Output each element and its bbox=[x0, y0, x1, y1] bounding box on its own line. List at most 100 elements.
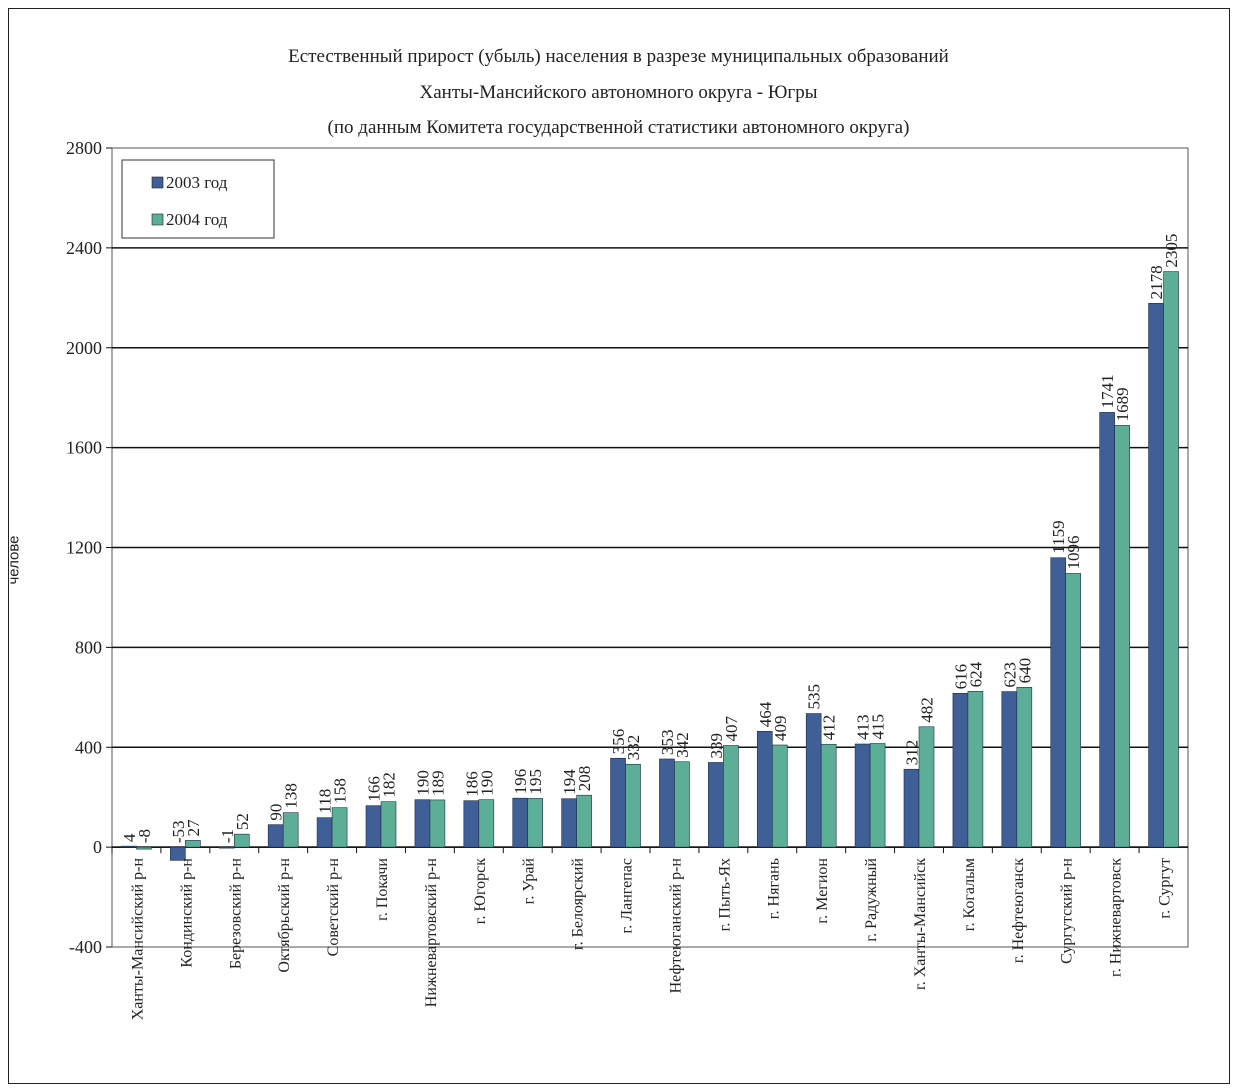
y-tick-label: -400 bbox=[69, 937, 102, 957]
legend-swatch bbox=[151, 213, 164, 226]
data-label: 190 bbox=[413, 770, 432, 796]
category-label: г. Нефтеюганск bbox=[1010, 858, 1027, 963]
bar bbox=[952, 693, 969, 848]
bar bbox=[1114, 425, 1130, 848]
category-label: г. Покачи bbox=[374, 858, 391, 921]
data-label: 312 bbox=[903, 740, 922, 766]
data-label: 535 bbox=[805, 684, 824, 710]
data-label: 623 bbox=[1000, 662, 1019, 687]
chart-title-line-1: Естественный прирост (убыль) населения в… bbox=[288, 46, 949, 67]
bar bbox=[854, 743, 871, 848]
data-label: 52 bbox=[233, 813, 252, 830]
category-label: Березовский р-н bbox=[227, 858, 244, 970]
data-label: 407 bbox=[722, 716, 741, 742]
legend-label: 2004 год bbox=[166, 210, 228, 229]
data-label: 118 bbox=[316, 789, 335, 814]
bar bbox=[625, 763, 641, 848]
bar bbox=[365, 805, 382, 848]
bar bbox=[267, 824, 284, 848]
data-label: 158 bbox=[331, 778, 350, 804]
bar bbox=[576, 794, 592, 848]
bar bbox=[121, 845, 137, 848]
bar bbox=[429, 799, 446, 848]
bar bbox=[316, 817, 333, 848]
data-label: 415 bbox=[869, 714, 888, 740]
data-label: 332 bbox=[624, 735, 643, 761]
data-label: 166 bbox=[365, 776, 384, 802]
y-tick-label: 800 bbox=[75, 637, 102, 657]
data-label: 413 bbox=[854, 715, 873, 741]
data-label: 1689 bbox=[1113, 387, 1132, 421]
bar bbox=[771, 744, 788, 848]
y-tick-label: 2800 bbox=[66, 138, 102, 158]
data-label: 138 bbox=[282, 783, 301, 809]
bar bbox=[1001, 691, 1018, 848]
data-label: 624 bbox=[966, 661, 985, 687]
category-label: Нефтеюганский р-н bbox=[667, 858, 684, 994]
data-label: 4 bbox=[120, 833, 139, 842]
category-label: Сургутский р-н bbox=[1059, 858, 1076, 964]
category-label: Нижневартовский р-н bbox=[423, 858, 440, 1008]
category-label: г. Сургут bbox=[1157, 858, 1174, 919]
data-label: 208 bbox=[575, 766, 594, 792]
bar bbox=[723, 745, 739, 848]
chart-title-line-2: Ханты-Мансийского автономного округа - Ю… bbox=[419, 82, 818, 103]
bar bbox=[610, 757, 626, 848]
bar bbox=[1065, 573, 1082, 848]
data-label: 482 bbox=[918, 697, 937, 723]
category-label: Ханты-Мансийский р-н bbox=[129, 858, 146, 1021]
bar bbox=[185, 840, 201, 848]
y-tick-label: 1600 bbox=[66, 438, 102, 458]
category-label: г. Нягань bbox=[765, 858, 782, 919]
data-label: 412 bbox=[820, 715, 839, 741]
data-label: 182 bbox=[380, 772, 399, 798]
bar bbox=[708, 762, 724, 848]
data-label: -1 bbox=[218, 829, 237, 843]
y-tick-label: 0 bbox=[93, 837, 102, 857]
category-label: г. Белоярский bbox=[570, 858, 587, 951]
bar bbox=[463, 800, 480, 848]
bar bbox=[218, 846, 235, 849]
data-label: 409 bbox=[771, 716, 790, 742]
data-label: 190 bbox=[477, 770, 496, 796]
category-label: г. Когалым bbox=[961, 858, 978, 931]
bar bbox=[1163, 271, 1179, 848]
bar bbox=[414, 799, 431, 848]
y-tick-label: 2400 bbox=[66, 238, 102, 258]
data-label: 27 bbox=[184, 819, 203, 837]
bar bbox=[331, 807, 348, 848]
category-label: Советский р-н bbox=[325, 858, 342, 957]
bar bbox=[674, 761, 690, 848]
data-label: -8 bbox=[135, 829, 154, 843]
bar bbox=[527, 798, 544, 848]
bar bbox=[756, 730, 773, 848]
data-label: 2178 bbox=[1147, 265, 1166, 299]
bar bbox=[1050, 557, 1067, 848]
data-label: 1159 bbox=[1049, 520, 1068, 553]
bar bbox=[282, 812, 299, 848]
data-label: 616 bbox=[951, 664, 970, 690]
data-label: 464 bbox=[756, 701, 775, 727]
data-label: 196 bbox=[511, 769, 530, 795]
category-label: г. Югорск bbox=[472, 858, 489, 924]
data-label: -53 bbox=[169, 820, 188, 843]
bar bbox=[561, 798, 577, 848]
chart-frame bbox=[8, 8, 1230, 1084]
bar bbox=[1148, 303, 1164, 848]
category-label: г. Мегион bbox=[814, 858, 831, 924]
data-label: 189 bbox=[428, 770, 447, 796]
bar bbox=[136, 846, 152, 850]
data-label: 194 bbox=[560, 769, 579, 795]
bar bbox=[918, 726, 935, 848]
bar bbox=[967, 691, 984, 848]
bar bbox=[1016, 687, 1033, 848]
chart-title-line-3: (по данным Комитета государственной стат… bbox=[327, 117, 910, 138]
bar bbox=[478, 799, 495, 848]
category-label: Кондинский р-н bbox=[178, 858, 195, 968]
data-label: 186 bbox=[462, 771, 481, 797]
data-label: 342 bbox=[673, 732, 692, 758]
category-label: г. Лангепас bbox=[619, 858, 636, 934]
bar bbox=[170, 846, 186, 861]
category-label: г. Радужный bbox=[863, 858, 880, 942]
legend-box bbox=[121, 159, 275, 239]
